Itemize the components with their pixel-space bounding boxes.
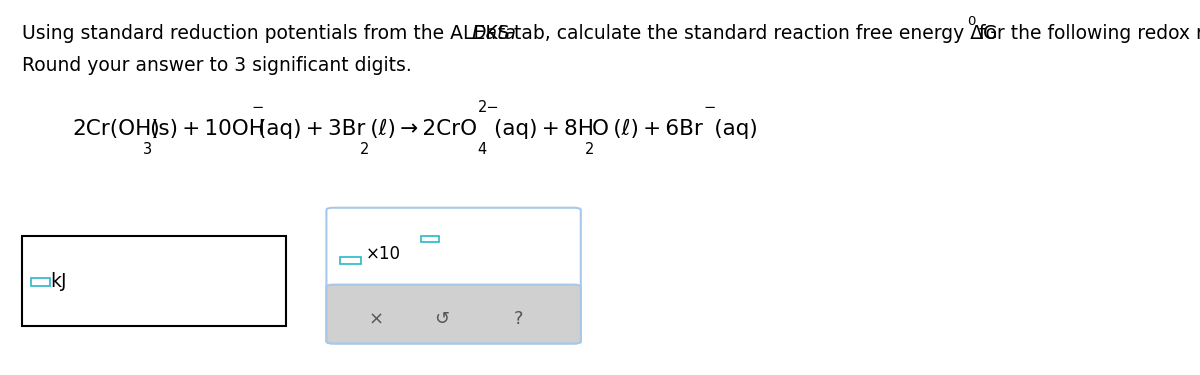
Text: 4: 4 [478, 142, 487, 158]
Text: kJ: kJ [50, 272, 67, 291]
Text: −: − [703, 100, 715, 116]
Text: 0: 0 [967, 15, 976, 28]
Text: 2Cr(OH): 2Cr(OH) [72, 119, 160, 139]
FancyBboxPatch shape [421, 236, 439, 242]
FancyBboxPatch shape [340, 257, 361, 264]
FancyBboxPatch shape [326, 208, 581, 344]
FancyBboxPatch shape [31, 278, 50, 286]
FancyBboxPatch shape [326, 285, 581, 344]
Text: ↺: ↺ [434, 310, 449, 328]
Text: Round your answer to 3 significant digits.: Round your answer to 3 significant digit… [22, 56, 412, 75]
Text: ×10: ×10 [366, 245, 401, 263]
Text: (ℓ) → 2CrO: (ℓ) → 2CrO [366, 119, 478, 139]
Text: 2: 2 [360, 142, 368, 158]
Text: ?: ? [514, 310, 523, 328]
Text: ×: × [368, 310, 383, 328]
Text: O (ℓ) + 6Br: O (ℓ) + 6Br [592, 119, 702, 139]
Text: for the following redox reaction.: for the following redox reaction. [973, 24, 1200, 44]
FancyBboxPatch shape [22, 236, 286, 326]
Text: (s) + 10OH: (s) + 10OH [150, 119, 265, 139]
Text: −: − [251, 100, 264, 116]
Text: 3: 3 [143, 142, 152, 158]
Text: Using standard reduction potentials from the ALEKS: Using standard reduction potentials from… [22, 24, 515, 44]
Text: 2: 2 [584, 142, 594, 158]
Text: (aq) + 8H: (aq) + 8H [493, 119, 594, 139]
Text: (aq) + 3Br: (aq) + 3Br [258, 119, 366, 139]
Text: Data: Data [472, 24, 517, 44]
Text: 2−: 2− [478, 100, 499, 116]
Text: tab, calculate the standard reaction free energy ΔG: tab, calculate the standard reaction fre… [508, 24, 997, 44]
Text: (aq): (aq) [710, 119, 758, 139]
